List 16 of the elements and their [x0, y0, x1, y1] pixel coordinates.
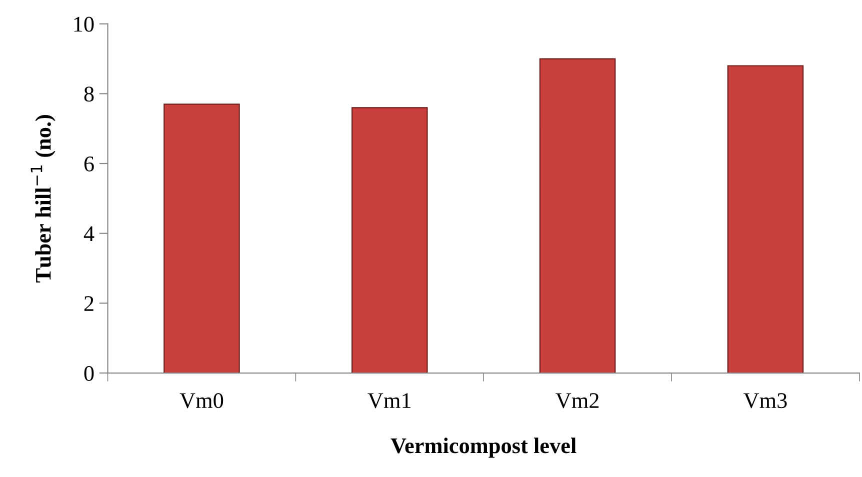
bar: [539, 58, 616, 374]
x-axis-title: Vermicompost level: [390, 438, 576, 458]
bar: [727, 65, 804, 374]
y-tick-label: 2: [84, 296, 94, 311]
y-tick-label: 8: [84, 86, 94, 102]
x-tick-label: Vm0: [180, 393, 224, 408]
y-tick-label: 10: [74, 16, 94, 32]
y-tick-label: 6: [84, 156, 94, 172]
x-tick-label: Vm2: [556, 393, 599, 408]
bar: [351, 107, 428, 374]
y-axis-title: Tuber hill$^{−1}$ (no.): [30, 115, 56, 283]
y-tick-label: 0: [84, 366, 94, 381]
x-tick-label: Vm3: [743, 393, 787, 408]
x-tick-label: Vm1: [368, 393, 411, 408]
bar: [164, 104, 240, 374]
y-tick-label: 4: [84, 226, 94, 242]
